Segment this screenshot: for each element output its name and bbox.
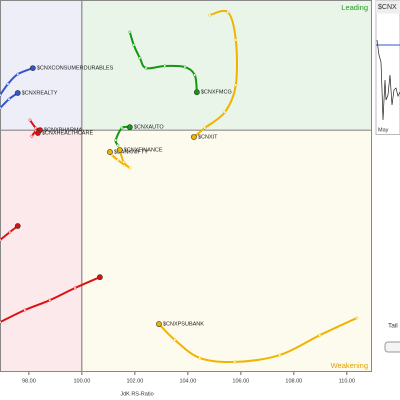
- panel-title: $CNX: [378, 4, 397, 11]
- quadrant-improving: [0, 0, 82, 131]
- quadrant-label: Weakening: [331, 361, 368, 370]
- head-point: [126, 124, 133, 131]
- head-point: [116, 147, 123, 153]
- panel-price-line: [376, 39, 400, 121]
- x-tick-label: 98.00: [22, 378, 36, 384]
- head-point: [34, 130, 41, 136]
- quadrant-lagging: [0, 130, 82, 372]
- x-tick-label: 108.00: [285, 378, 302, 384]
- x-axis-label: JdK RS-Ratio: [120, 391, 153, 397]
- series-label: $CNXFMCG: [201, 90, 232, 96]
- tail-point: [163, 64, 167, 68]
- tail-label: Tail: [388, 323, 398, 330]
- tail-button[interactable]: [384, 341, 400, 353]
- tail-point: [0, 106, 2, 110]
- tail-point: [8, 230, 12, 234]
- tail-line: [0, 67, 34, 96]
- tail-point: [0, 93, 2, 97]
- series-label: $CNXREALTY: [22, 90, 58, 96]
- head-point: [107, 149, 113, 155]
- tail-point: [28, 118, 32, 122]
- tail-point: [122, 160, 126, 164]
- tail-line: [114, 125, 130, 146]
- tail-point: [183, 65, 187, 69]
- tail-point: [144, 66, 148, 70]
- head-point: [29, 65, 36, 71]
- series-label: $CNXPHARMA: [44, 128, 83, 134]
- tail-point: [138, 56, 142, 60]
- tail-point: [23, 308, 27, 312]
- series-label: $CNXIT: [198, 134, 218, 140]
- tail-point: [208, 13, 212, 17]
- x-tick-label: 110.00: [339, 378, 355, 384]
- tail-point: [0, 320, 2, 324]
- tail-point: [30, 134, 34, 138]
- tail-point: [226, 10, 230, 14]
- tail-point: [128, 166, 132, 170]
- head-point: [193, 89, 200, 96]
- tail-point: [132, 43, 136, 47]
- tail-point: [48, 298, 52, 302]
- tail-point: [73, 286, 77, 290]
- plot-frame: [0, 0, 372, 372]
- series-label: $BANKNIFTY: [114, 150, 148, 156]
- x-tick-label: 104.00: [179, 378, 196, 384]
- tail-point: [7, 97, 11, 101]
- quadrant-weakening: [81, 130, 372, 372]
- tail-point: [233, 360, 237, 364]
- x-tick-label: 100.00: [73, 378, 90, 384]
- tail-point: [193, 73, 197, 77]
- tail-point: [318, 333, 322, 337]
- tail-point: [0, 238, 2, 242]
- series-label: $CNXHEALTHCARE: [42, 130, 94, 136]
- head-point: [14, 223, 21, 229]
- series-label: $CNXFINANCE: [124, 147, 163, 153]
- tail-point: [16, 72, 20, 76]
- head-point: [191, 134, 197, 140]
- series-label: $CNXPSUBANK: [163, 321, 204, 327]
- tail-point: [6, 82, 10, 86]
- panel-month: May: [378, 127, 389, 133]
- tail-point: [116, 158, 120, 162]
- tail-point: [114, 138, 118, 142]
- tail-point: [234, 83, 238, 87]
- tail-point: [120, 126, 124, 130]
- tail-point: [128, 30, 132, 34]
- tail-point: [173, 338, 177, 342]
- head-point: [96, 274, 103, 281]
- quadrant-label: Leading: [341, 3, 368, 12]
- panel-frame: [375, 0, 400, 135]
- tail-point: [203, 126, 207, 130]
- x-tick-label: 106.00: [232, 378, 249, 384]
- series-label: $CNXCONSUMERDURABLES: [37, 66, 114, 72]
- head-point: [156, 321, 162, 327]
- tail-point: [223, 110, 227, 114]
- tail-point: [234, 38, 238, 42]
- tail-point: [116, 143, 120, 147]
- tail-point: [278, 353, 282, 357]
- tail-point: [355, 316, 359, 320]
- side-panel: $CNX May Tail: [375, 0, 400, 353]
- head-point: [14, 90, 21, 96]
- series-label: $CNXAUTO: [134, 125, 165, 131]
- tail-point: [34, 126, 38, 130]
- panel-header: [376, 0, 400, 14]
- x-tick-label: 102.00: [126, 378, 143, 384]
- tail-point: [198, 356, 202, 360]
